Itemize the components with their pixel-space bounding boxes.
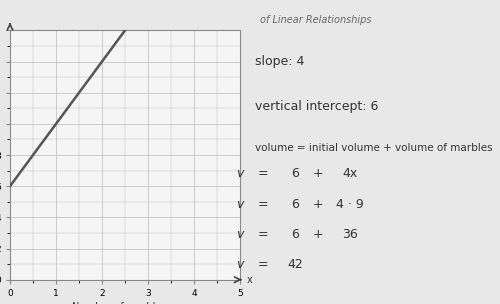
Text: =: = — [257, 258, 268, 271]
Text: =: = — [257, 167, 268, 180]
Text: vertical intercept: 6: vertical intercept: 6 — [255, 100, 378, 113]
Text: 4x: 4x — [342, 167, 357, 180]
Text: 42: 42 — [287, 258, 303, 271]
Text: =: = — [257, 228, 268, 241]
Text: +: + — [312, 198, 323, 211]
Text: 6: 6 — [291, 228, 299, 241]
Text: x: x — [247, 275, 252, 285]
Text: volume = initial volume + volume of marbles: volume = initial volume + volume of marb… — [255, 143, 492, 153]
Text: +: + — [312, 167, 323, 180]
Text: of Linear Relationships: of Linear Relationships — [260, 15, 372, 25]
Text: v: v — [236, 167, 244, 180]
Text: v: v — [236, 198, 244, 211]
Text: 4 · 9: 4 · 9 — [336, 198, 364, 211]
Text: 6: 6 — [291, 198, 299, 211]
Text: 6: 6 — [291, 167, 299, 180]
Text: v: v — [236, 258, 244, 271]
Text: =: = — [257, 198, 268, 211]
Text: +: + — [312, 228, 323, 241]
X-axis label: Number of marbles, x: Number of marbles, x — [72, 302, 178, 304]
Text: v: v — [236, 228, 244, 241]
Text: 36: 36 — [342, 228, 358, 241]
Text: slope: 4: slope: 4 — [255, 55, 304, 68]
